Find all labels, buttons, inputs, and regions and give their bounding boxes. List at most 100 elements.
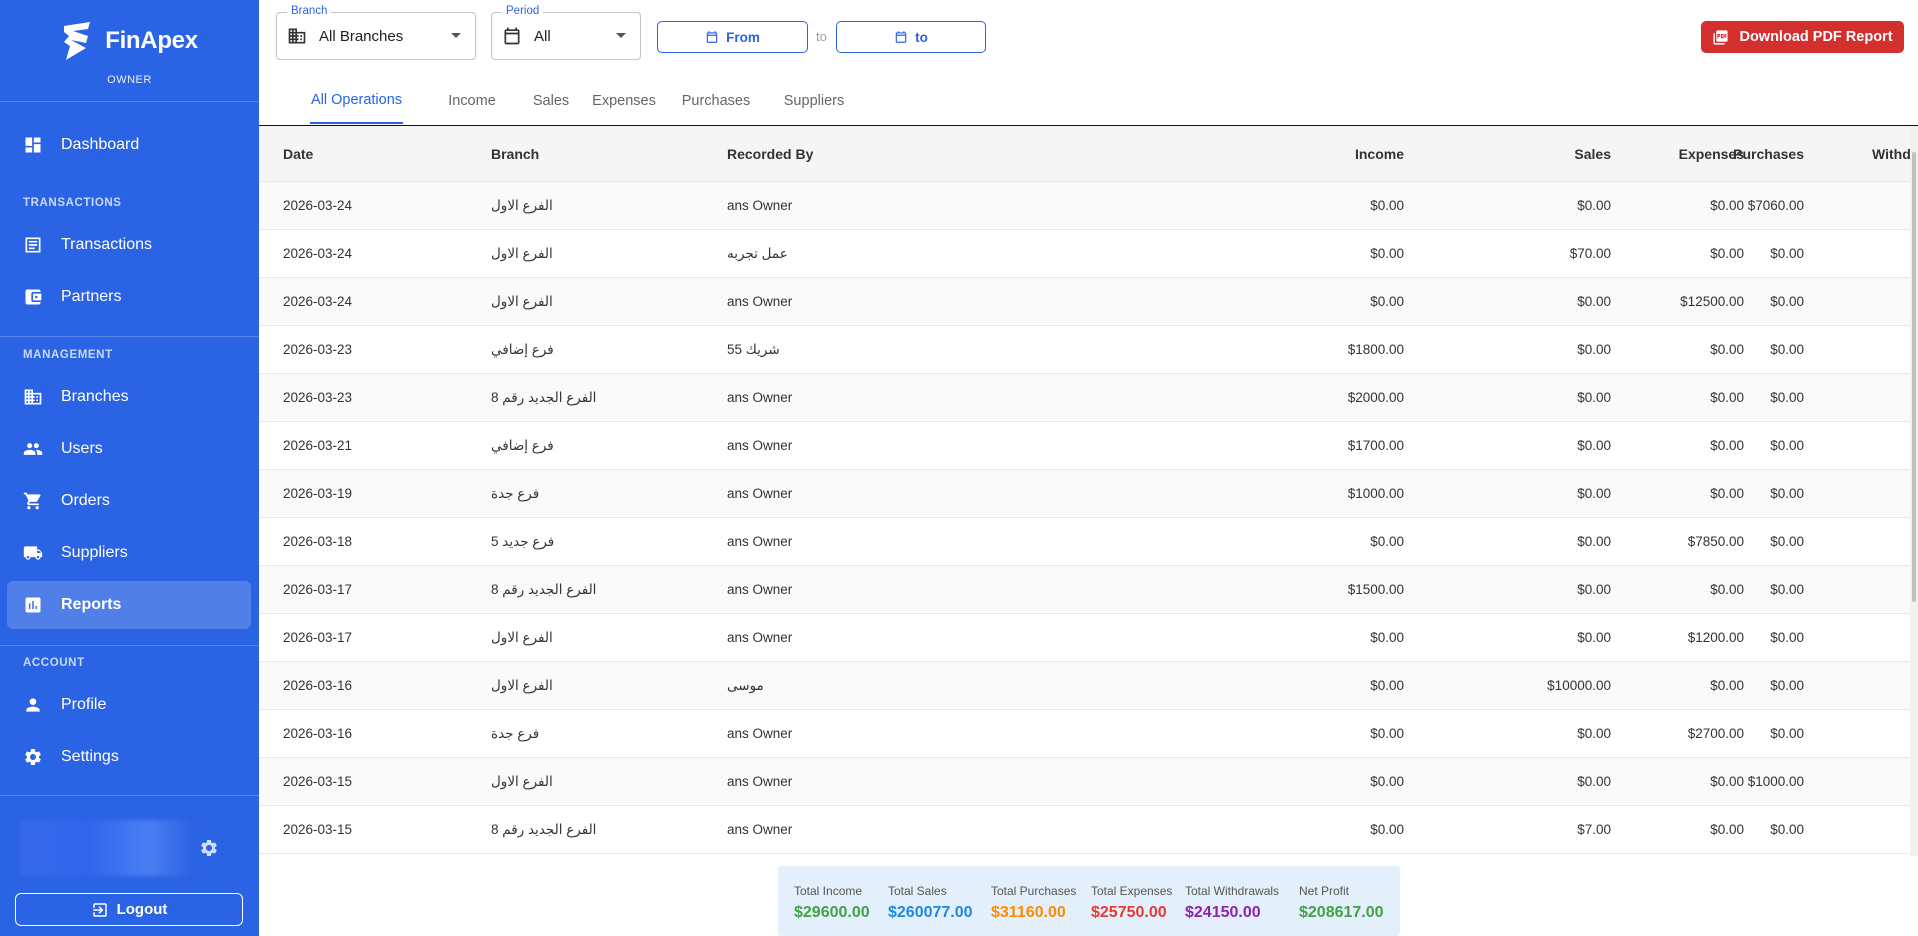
table-row[interactable]: 2026-03-24 الفرع الاول عمل تجربه $0.00 $70.0…	[259, 230, 1918, 278]
sidebar-item-profile[interactable]: Profile	[7, 681, 251, 729]
download-pdf-button[interactable]: Download PDF Report	[1701, 21, 1904, 53]
column-header-recorded-by[interactable]: Recorded By	[727, 145, 814, 162]
cell-expenses: $0.00	[1710, 342, 1744, 357]
cell-date: 2026-03-24	[283, 246, 353, 261]
cell-purchases: $0.00	[1770, 582, 1804, 597]
cell-purchases: $0.00	[1770, 438, 1804, 453]
cell-expenses: $0.00	[1710, 582, 1744, 597]
table-row[interactable]: 2026-03-17 الفرع الاول ans Owner $0.00 $0.00…	[259, 614, 1918, 662]
cell-income: $0.00	[1370, 246, 1404, 261]
table-scrollbar-thumb[interactable]	[1912, 152, 1916, 602]
to-date-button[interactable]: to	[836, 21, 986, 53]
table-row[interactable]: 2026-03-15 الفرع الجديد رقم 8 ans Owner $0.…	[259, 806, 1918, 854]
person-icon	[23, 695, 43, 715]
date-range-separator: to	[816, 29, 827, 44]
branch-select-value: All Branches	[319, 27, 404, 45]
cell-income: $0.00	[1370, 630, 1404, 645]
column-header-income[interactable]: Income	[1354, 145, 1404, 162]
cell-branch: الفرع الجديد رقم 8	[491, 821, 597, 837]
cell-expenses: $0.00	[1710, 246, 1744, 261]
table-row[interactable]: 2026-03-16 فرع جدة ans Owner $0.00 $0.00 $0.0…	[259, 710, 1918, 758]
tab-all-operations[interactable]: All Operations	[310, 78, 403, 124]
cell-income: $2000.00	[1347, 390, 1404, 405]
calendar-icon	[502, 26, 522, 46]
branch-select-label: Branch	[287, 5, 332, 17]
section-management: MANAGEMENT	[23, 349, 113, 361]
cell-date: 2026-03-15	[283, 774, 353, 789]
cell-income: $0.00	[1370, 294, 1404, 309]
calendar-icon	[895, 31, 907, 43]
table-row[interactable]: 2026-03-24 الفرع الاول ans Owner $0.00 $0.00…	[259, 182, 1918, 230]
sidebar-item-settings[interactable]: Settings	[7, 733, 251, 781]
total-label: Total Expenses	[1091, 884, 1173, 898]
total-label: Total Purchases	[991, 884, 1077, 898]
cell-recorded-by: عمل تجربه	[727, 245, 788, 261]
tab-suppliers[interactable]: Suppliers	[783, 93, 845, 109]
sidebar-item-dashboard[interactable]: Dashboard	[7, 121, 251, 169]
people-icon	[23, 439, 43, 459]
cell-sales: $0.00	[1577, 726, 1611, 741]
column-header-purchases[interactable]: Purchases	[1733, 145, 1804, 162]
cell-sales: $0.00	[1577, 294, 1611, 309]
sidebar-item-label: Users	[61, 440, 103, 457]
truck-icon	[23, 543, 43, 563]
table-row[interactable]: 2026-03-18 فرع جديد 5 ans Owner $0.00 $0.00 $…	[259, 518, 1918, 566]
cell-recorded-by: ans Owner	[727, 294, 793, 309]
table-row[interactable]: 2026-03-17 الفرع الجديد رقم 8 ans Owner $15…	[259, 566, 1918, 614]
sidebar-item-transactions[interactable]: Transactions	[7, 221, 251, 269]
table-row[interactable]: 2026-03-24 الفرع الاول ans Owner $0.00 $0.00…	[259, 278, 1918, 326]
table-row[interactable]: 2026-03-16 الفرع الاول موسى $0.00 $10000.00 $…	[259, 662, 1918, 710]
table-row[interactable]: 2026-03-23 فرع إضافي شريك 55 $1800.00 $0.00 $…	[259, 326, 1918, 374]
cell-branch: فرع جدة	[491, 485, 540, 501]
cell-expenses: $12500.00	[1680, 294, 1744, 309]
period-select[interactable]: Period All	[491, 5, 641, 60]
cell-date: 2026-03-19	[283, 486, 353, 501]
cell-recorded-by: ans Owner	[727, 630, 793, 645]
total-value: $24150.00	[1185, 904, 1261, 921]
column-header-branch[interactable]: Branch	[491, 145, 540, 162]
operations-table: Date Branch Recorded By Income Sales Pur…	[259, 126, 1918, 856]
cell-income: $0.00	[1370, 198, 1404, 213]
cell-recorded-by: ans Owner	[727, 582, 793, 597]
table-row[interactable]: 2026-03-23 الفرع الجديد رقم 8 ans Owner $20…	[259, 374, 1918, 422]
tab-sales[interactable]: Sales	[532, 93, 570, 109]
cell-sales: $0.00	[1577, 774, 1611, 789]
avatar[interactable]	[20, 820, 192, 876]
sidebar-item-branches[interactable]: Branches	[7, 373, 251, 421]
table-row[interactable]: 2026-03-15 الفرع الاول ans Owner $0.00 $0.00…	[259, 758, 1918, 806]
table-row[interactable]: 2026-03-19 فرع جدة ans Owner $1000.00 $0.00 $…	[259, 470, 1918, 518]
tab-expenses[interactable]: Expenses	[592, 93, 656, 109]
user-settings-icon[interactable]	[199, 838, 219, 858]
branch-select[interactable]: Branch All Branches	[276, 5, 476, 60]
table-row[interactable]: 2026-03-21 فرع إضافي ans Owner $1700.00 $0.0…	[259, 422, 1918, 470]
tab-purchases[interactable]: Purchases	[681, 93, 751, 109]
logout-button[interactable]: Logout	[15, 893, 243, 926]
sidebar-item-orders[interactable]: Orders	[7, 477, 251, 525]
cell-recorded-by: شريك 55	[727, 341, 780, 357]
user-role: OWNER	[107, 74, 152, 86]
column-header-expenses[interactable]: Expenses	[1678, 145, 1744, 162]
from-date-button[interactable]: From	[657, 21, 808, 53]
cell-purchases: $0.00	[1770, 390, 1804, 405]
cell-purchases: $0.00	[1770, 726, 1804, 741]
cell-purchases: $0.00	[1770, 246, 1804, 261]
column-header-sales[interactable]: Sales	[1574, 145, 1611, 162]
period-select-value: All	[534, 27, 551, 45]
total-value: $260077.00	[888, 904, 973, 921]
column-header-withdrawals[interactable]: Withdra	[1872, 145, 1918, 162]
column-header-date[interactable]: Date	[283, 145, 314, 162]
total-value: $29600.00	[794, 904, 870, 921]
cell-expenses: $1200.00	[1687, 630, 1744, 645]
logout-icon	[92, 902, 107, 917]
cell-sales: $0.00	[1577, 582, 1611, 597]
sidebar-item-users[interactable]: Users	[7, 425, 251, 473]
cell-income: $0.00	[1370, 726, 1404, 741]
sidebar-item-reports[interactable]: Reports	[7, 581, 251, 629]
cell-branch: الفرع الاول	[491, 197, 553, 213]
tab-income[interactable]: Income	[448, 93, 496, 109]
sidebar-divider	[0, 795, 259, 796]
sidebar-item-suppliers[interactable]: Suppliers	[7, 529, 251, 577]
sidebar-item-partners[interactable]: Partners	[7, 273, 251, 321]
cell-purchases: $1000.00	[1747, 774, 1804, 789]
totals-summary: Total Income $29600.00 Total Sales $260077.…	[778, 866, 1400, 936]
